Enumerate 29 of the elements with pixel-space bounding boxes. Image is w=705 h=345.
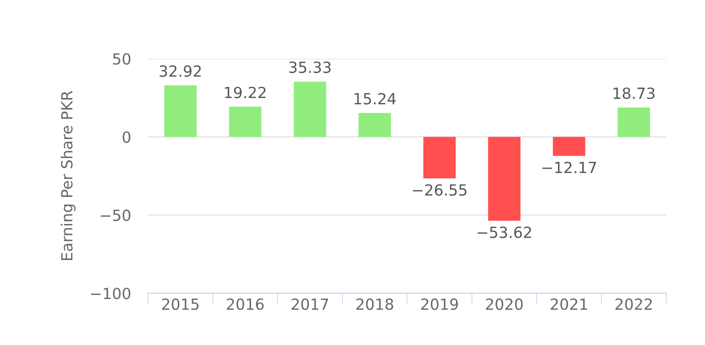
y-axis-title: Earning Per Share PKR	[60, 90, 76, 260]
x-tick-label: 2021	[550, 298, 588, 310]
bar	[552, 136, 586, 156]
bar	[423, 136, 456, 178]
x-tick-label: 2016	[226, 298, 264, 310]
x-tick-label: 2018	[356, 298, 394, 310]
y-tick-label: −50	[100, 210, 130, 222]
bar	[164, 85, 197, 137]
data-label: 19.22	[225, 86, 266, 98]
y-tick-label: 50	[113, 53, 130, 65]
data-label: 32.92	[160, 65, 201, 77]
data-label: 35.33	[289, 62, 331, 74]
x-tick-label: 2015	[162, 298, 199, 310]
bar	[294, 82, 326, 137]
data-label: 18.73	[614, 87, 654, 100]
bar	[488, 136, 520, 221]
bar	[618, 108, 650, 137]
bar	[229, 106, 262, 137]
y-tick-label: −100	[91, 288, 130, 300]
y-tick-label: 0	[122, 131, 130, 143]
bar	[358, 113, 391, 137]
x-tick-label: 2017	[292, 298, 328, 310]
data-label: 15.24	[354, 92, 396, 104]
data-label: −53.62	[478, 226, 532, 238]
x-tick-label: 2022	[616, 298, 652, 310]
x-tick-label: 2020	[486, 298, 523, 310]
data-label: −12.17	[542, 162, 596, 174]
x-tick-label: 2019	[421, 298, 458, 310]
data-label: −26.55	[412, 184, 466, 196]
